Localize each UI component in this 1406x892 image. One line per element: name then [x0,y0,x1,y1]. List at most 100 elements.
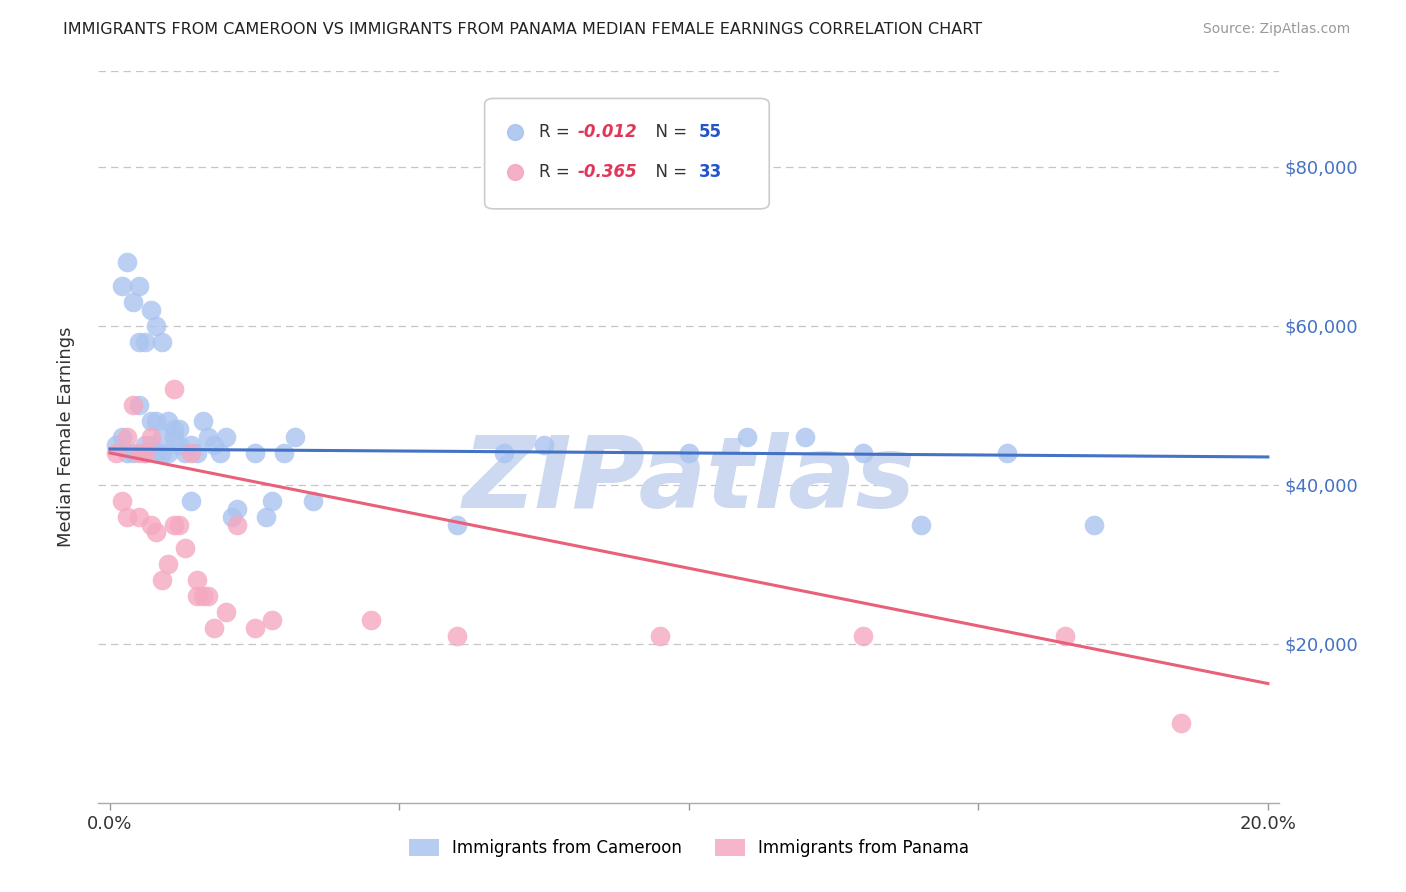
Point [360,613,382,627]
Point [186,573,208,587]
Point [134,446,156,460]
Text: -0.365: -0.365 [578,163,638,181]
Point [163,517,186,532]
Text: R =: R = [538,163,575,181]
Point [110,430,132,444]
Point [110,493,132,508]
Point [174,446,197,460]
Y-axis label: Median Female Earnings: Median Female Earnings [56,326,75,548]
Point [180,446,202,460]
Point [215,605,238,619]
Point [735,430,758,444]
Point [128,398,150,412]
Point [446,517,468,532]
Point [301,493,323,508]
Point [134,446,156,460]
Point [169,517,191,532]
Point [104,446,127,460]
Point [117,446,139,460]
Text: N =: N = [645,163,693,181]
Point [122,294,145,309]
Point [180,493,202,508]
Point [243,446,266,460]
Point [174,541,197,556]
Text: N =: N = [645,123,693,141]
Point [186,589,208,603]
Point [226,517,249,532]
Point [145,318,167,333]
Point [852,446,875,460]
Point [995,446,1018,460]
Point [122,446,145,460]
Text: 55: 55 [699,123,721,141]
Point [139,438,162,452]
Point [254,509,277,524]
Point [262,613,284,627]
Point [128,509,150,524]
Point [1054,629,1077,643]
Point [215,430,238,444]
Point [678,446,700,460]
Text: IMMIGRANTS FROM CAMEROON VS IMMIGRANTS FROM PANAMA MEDIAN FEMALE EARNINGS CORREL: IMMIGRANTS FROM CAMEROON VS IMMIGRANTS F… [63,22,983,37]
Point [145,446,167,460]
Point [156,558,179,572]
Point [163,383,186,397]
Text: R =: R = [538,123,575,141]
Point [156,414,179,428]
Point [110,279,132,293]
Text: 33: 33 [699,163,721,181]
Point [139,430,162,444]
Point [202,621,225,635]
Point [262,493,284,508]
Point [122,398,145,412]
Point [104,438,127,452]
Point [197,589,219,603]
Point [169,438,191,452]
Point [134,334,156,349]
Point [117,509,139,524]
Point [169,422,191,436]
Point [1170,716,1192,731]
Point [139,302,162,317]
Point [793,430,815,444]
Point [273,446,295,460]
Point [1083,517,1105,532]
Point [533,438,555,452]
Point [145,414,167,428]
Point [128,279,150,293]
Point [128,334,150,349]
Point [186,446,208,460]
Point [492,446,515,460]
Point [150,573,173,587]
Point [191,589,214,603]
Point [243,621,266,635]
Text: Source: ZipAtlas.com: Source: ZipAtlas.com [1202,22,1350,37]
Point [117,255,139,269]
Point [139,414,162,428]
Point [226,501,249,516]
Point [197,430,219,444]
Point [163,422,186,436]
Point [163,430,186,444]
Point [134,438,156,452]
Point [852,629,875,643]
Point [145,525,167,540]
Point [191,414,214,428]
Point [202,438,225,452]
Point [180,438,202,452]
Point [221,509,243,524]
Point [208,446,231,460]
Legend: Immigrants from Cameroon, Immigrants from Panama: Immigrants from Cameroon, Immigrants fro… [402,832,976,864]
Point [284,430,307,444]
Text: ZIPatlas: ZIPatlas [463,433,915,530]
Point [156,446,179,460]
Point [139,517,162,532]
Point [150,446,173,460]
Text: -0.012: -0.012 [578,123,638,141]
Point [446,629,468,643]
Point [150,334,173,349]
Point [128,446,150,460]
Point [117,430,139,444]
FancyBboxPatch shape [485,98,769,209]
Point [910,517,932,532]
